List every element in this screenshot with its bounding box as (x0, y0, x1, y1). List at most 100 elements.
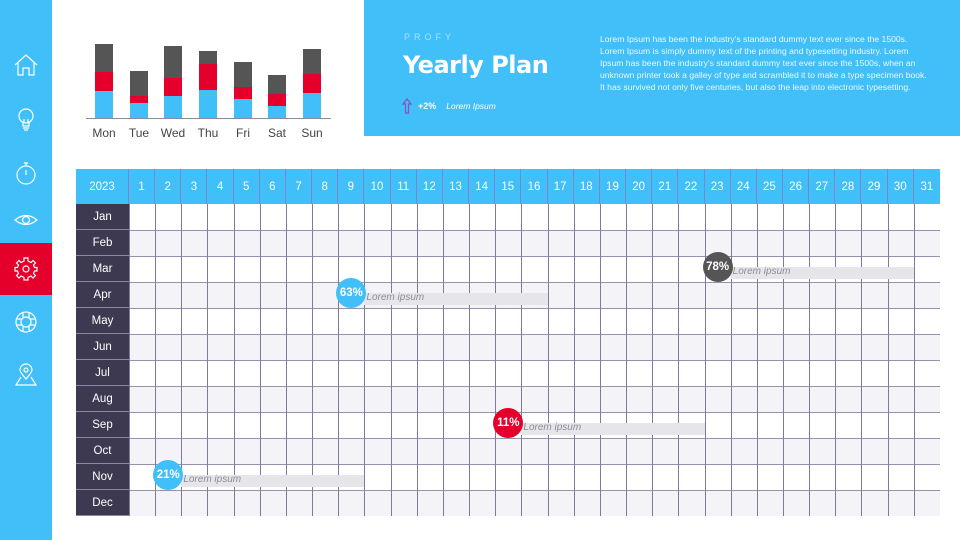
bar-sun (303, 49, 321, 118)
grid-line (129, 204, 130, 516)
grid-line (652, 204, 654, 516)
grid-line (861, 204, 863, 516)
task-bar-sep[interactable]: Lorem ipsum 11% (493, 408, 705, 438)
month-row-feb: Feb (76, 230, 940, 256)
bar-segment (130, 103, 148, 118)
grid-line (442, 204, 444, 516)
day-header-27: 27 (809, 169, 836, 204)
grid-line (573, 204, 575, 516)
bar-label: Thu (197, 126, 219, 140)
grid-line (207, 204, 209, 516)
sidebar-item-support[interactable] (0, 296, 52, 348)
bar-segment (234, 87, 252, 99)
bar-segment (268, 94, 286, 106)
month-label: Apr (76, 282, 129, 308)
day-header-21: 21 (652, 169, 679, 204)
month-label: Nov (76, 464, 129, 490)
day-header-5: 5 (234, 169, 260, 204)
bar-segment (95, 44, 113, 72)
day-header-8: 8 (312, 169, 339, 204)
month-label: Jan (76, 204, 129, 230)
day-header-17: 17 (548, 169, 574, 204)
month-label: May (76, 308, 129, 334)
grid-line (233, 204, 235, 516)
grid-line (783, 204, 784, 516)
day-header-16: 16 (521, 169, 548, 204)
bar-segment (164, 96, 182, 118)
bar-wed (164, 46, 182, 118)
bar-segment (95, 72, 113, 91)
grid-line (521, 204, 523, 516)
chart-axis (86, 118, 331, 119)
grid-line (338, 204, 340, 516)
day-header-7: 7 (286, 169, 313, 204)
grid-line (730, 204, 732, 516)
bar-segment (95, 91, 113, 118)
grid-line (547, 204, 549, 516)
month-row-jan: Jan (76, 204, 940, 230)
sidebar-item-view[interactable] (0, 194, 52, 246)
grid-line (129, 438, 940, 439)
bar-segment (199, 90, 217, 118)
grid-line (364, 204, 366, 516)
grid-line (129, 334, 940, 335)
bar-segment (130, 71, 148, 96)
grid-line (756, 204, 758, 516)
day-header-29: 29 (861, 169, 888, 204)
day-header-18: 18 (574, 169, 600, 204)
stat-value: +2% (418, 101, 437, 111)
grid-line (285, 204, 287, 516)
bar-segment (303, 93, 321, 118)
day-header-4: 4 (207, 169, 234, 204)
month-row-dec: Dec (76, 490, 940, 516)
task-progress-track (521, 423, 705, 435)
grid-line (312, 204, 314, 516)
month-row-oct: Oct (76, 438, 940, 464)
eye-icon (14, 214, 38, 226)
task-label: Lorem ipsum (523, 422, 582, 433)
grid-line (913, 204, 915, 516)
grid-line (129, 360, 940, 361)
sidebar-item-ideas[interactable] (0, 93, 52, 145)
grid-line (678, 204, 680, 516)
grid-line (129, 282, 940, 283)
task-bar-mar[interactable]: Lorem ipsum 78% (702, 252, 914, 282)
day-header-6: 6 (260, 169, 286, 204)
home-icon (14, 54, 38, 76)
bar-segment (268, 75, 286, 94)
grid-line (129, 464, 940, 465)
sidebar-item-home[interactable] (0, 39, 52, 91)
day-header-11: 11 (391, 169, 417, 204)
task-bar-nov[interactable]: Lorem ipsum 21% (153, 460, 365, 490)
grid-line (129, 412, 940, 413)
bar-label: Tue (128, 126, 150, 140)
sidebar-item-settings[interactable] (0, 243, 52, 295)
bar-label: Fri (236, 126, 250, 140)
day-header-19: 19 (600, 169, 627, 204)
grid-line (704, 204, 706, 516)
day-header-10: 10 (364, 169, 391, 204)
day-header-23: 23 (705, 169, 731, 204)
task-progress-track (364, 293, 548, 305)
calendar-header-row: 2023 1 2 3 4 5 6 7 8 9 10 11 12 13 14 15 16 17 18 19 20 21 22 2… (76, 169, 940, 204)
task-bar-apr[interactable]: Lorem ipsum 63% (336, 278, 548, 308)
grid-line (129, 308, 940, 309)
bar-segment (164, 46, 182, 78)
task-percent-badge: 63% (336, 278, 367, 308)
bar-segment (199, 51, 217, 64)
grid-line (809, 204, 811, 516)
lifebuoy-icon (15, 311, 37, 333)
grid-line (835, 204, 837, 516)
sidebar-item-timer[interactable] (0, 147, 52, 199)
day-header-2: 2 (155, 169, 182, 204)
bar-label: Sun (301, 126, 323, 140)
grid-line (416, 204, 418, 516)
task-progress-track (730, 267, 914, 279)
sidebar-item-location[interactable] (0, 349, 52, 401)
month-row-aug: Aug (76, 386, 940, 412)
day-header-9: 9 (338, 169, 365, 204)
gear-icon (14, 257, 38, 281)
month-row-may: May (76, 308, 940, 334)
bar-segment (130, 96, 148, 103)
day-header-20: 20 (626, 169, 653, 204)
